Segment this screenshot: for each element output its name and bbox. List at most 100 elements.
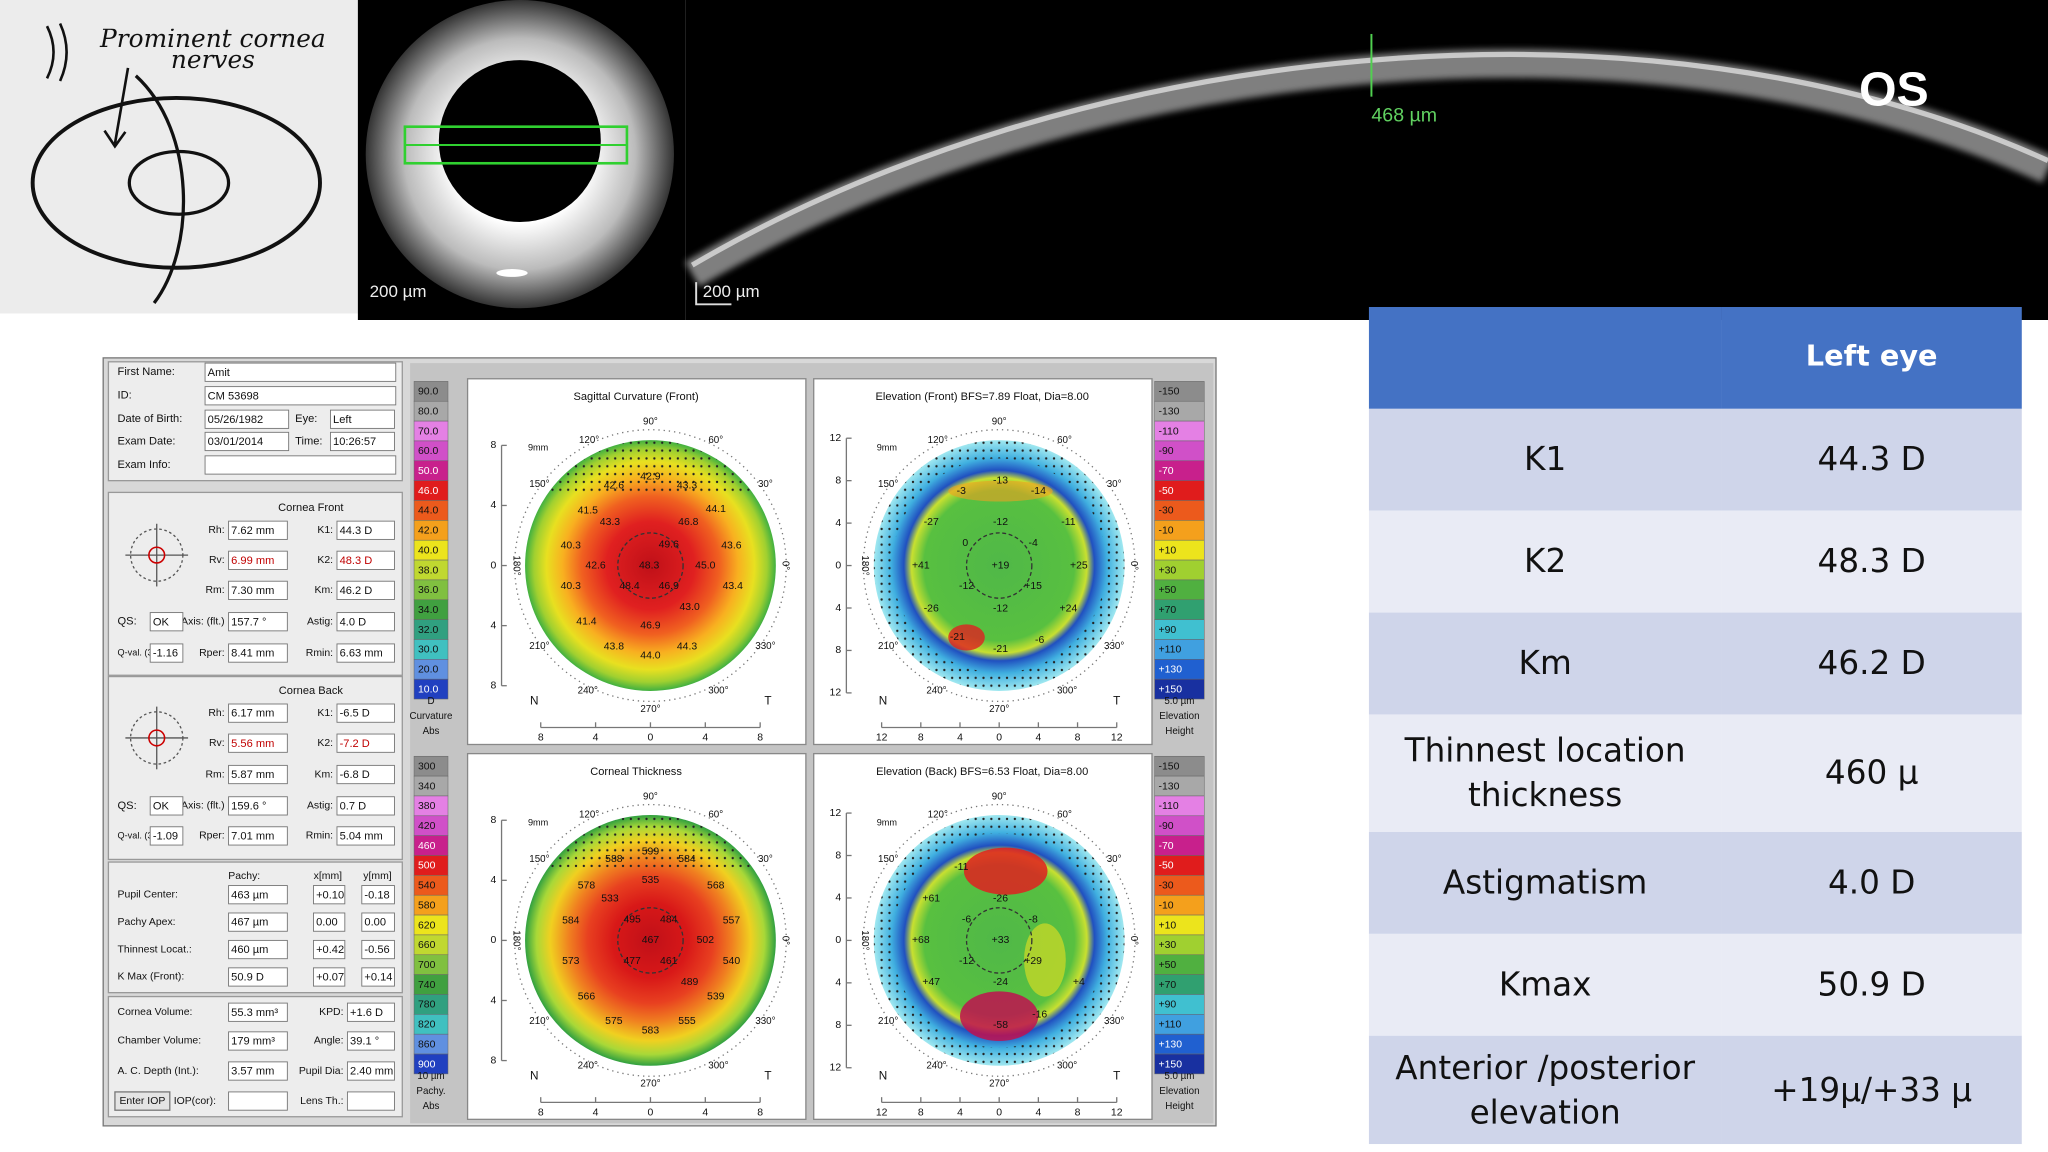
field-box [228, 1031, 288, 1051]
field-box [336, 580, 395, 600]
field-label: Pupil Dia: [299, 1066, 344, 1077]
scale-cell [413, 1053, 449, 1075]
field-value: 50.9 D [231, 972, 264, 984]
field-label: Date of Birth: [118, 413, 183, 425]
compass-label: 180° [510, 555, 521, 575]
map-value: 43.8 [604, 641, 625, 652]
compass-label: 0° [1128, 561, 1139, 570]
compass-label: 60° [708, 810, 723, 821]
field-box [346, 1061, 395, 1081]
x-tick-label: 0 [996, 1108, 1002, 1119]
field-box [204, 386, 397, 406]
field-box [204, 362, 397, 382]
scale-label: 200 µm [370, 282, 427, 301]
table-cell: 44.3 D [1721, 408, 2022, 511]
field-value: OK [153, 616, 170, 628]
field-label: Axis: (flt.) [181, 801, 225, 812]
field-box [204, 431, 290, 452]
field-label: K2: [317, 555, 333, 566]
compass-label: 0° [779, 936, 790, 945]
map-value: 568 [707, 880, 725, 891]
map-value: 42.6 [604, 481, 625, 492]
scale-label: -150 [1159, 387, 1180, 398]
pupil-outline [617, 532, 684, 599]
map-value: 583 [642, 1025, 660, 1036]
scale-label: -50 [1159, 486, 1174, 497]
field-box [313, 967, 346, 987]
scale-label: 460 [418, 841, 436, 852]
field-box [228, 612, 288, 632]
scale-cell [413, 678, 449, 700]
table-cell: K1 [1368, 408, 1722, 511]
compass-label: N [530, 1069, 539, 1082]
x-tick-label: 8 [1075, 1108, 1081, 1119]
field-box [149, 643, 184, 663]
scale-label: +110 [1159, 645, 1182, 656]
compass-label: 210° [529, 641, 549, 652]
compass-label: 120° [928, 435, 948, 446]
compass-label: 330° [755, 1016, 775, 1027]
y-tick-label: 4 [491, 620, 497, 631]
field-box [346, 1091, 395, 1111]
field-box [228, 885, 288, 905]
scale-label: 34.0 [418, 605, 439, 616]
map-value: 43.6 [721, 541, 742, 552]
table-cell: 46.2 D [1721, 612, 2022, 715]
x-tick-label: 4 [1035, 1108, 1041, 1119]
field-label: Rv: [209, 738, 225, 749]
compass-label: 0° [779, 561, 790, 570]
field-value: 55.3 mm³ [231, 1007, 278, 1019]
y-tick-label: 4 [835, 518, 841, 529]
map-disc [525, 440, 776, 691]
field-value: 6.99 mm [231, 555, 274, 567]
map-title: Sagittal Curvature (Front) [573, 391, 698, 403]
scale-label: 40.0 [418, 545, 439, 556]
field-box [228, 1002, 288, 1022]
scale-label: 46.0 [418, 486, 439, 497]
map-value: -58 [993, 1020, 1008, 1031]
map-value: 43.0 [679, 602, 700, 613]
map-value: 45.0 [695, 560, 716, 571]
scale-unit: Pachy. [416, 1086, 445, 1097]
x-tick-label: 4 [957, 1108, 963, 1119]
compass-label: 240° [926, 686, 946, 697]
scale-unit: 5.0 µm [1164, 1071, 1194, 1082]
scale-label: 380 [418, 801, 436, 812]
map-value: 46.8 [678, 517, 699, 528]
compass-label: N [879, 1069, 888, 1082]
scale-label: 42.0 [418, 526, 439, 537]
scale-label: -10 [1159, 900, 1174, 911]
button-label[interactable]: Enter IOP [119, 1096, 165, 1107]
field-value: 463 µm [231, 889, 268, 901]
scale-label: 36.0 [418, 585, 439, 596]
scale-label: -110 [1159, 801, 1179, 812]
map-value: 43.3 [677, 481, 698, 492]
sketch-note-box: Prominent cornea nerves [100, 29, 326, 73]
scale-label: 740 [418, 980, 436, 991]
scale-unit: Abs [423, 726, 440, 737]
field-label: Pachy Apex: [118, 917, 176, 928]
section-title: Cornea Back [279, 685, 344, 697]
field-label: QS: [118, 616, 137, 628]
table-cell: 460 µ [1721, 714, 2022, 832]
compass-label: 9mm [877, 817, 897, 827]
field-value: 0.7 D [340, 800, 367, 812]
map-value: 578 [578, 880, 596, 891]
scale-label: +70 [1159, 605, 1177, 616]
scale-label: -70 [1159, 466, 1174, 477]
scale-label: 540 [418, 881, 436, 892]
y-tick-label: 8 [835, 475, 841, 486]
scale-label: -110 [1159, 426, 1179, 437]
map-value: 540 [723, 956, 741, 967]
scale-label: 10.0 [418, 684, 439, 695]
table-cell: 4.0 D [1721, 832, 2022, 934]
map-value: +4 [1073, 977, 1085, 988]
compass-label: 300° [1057, 1060, 1077, 1071]
enter-iop-button[interactable] [114, 1091, 171, 1111]
field-box [361, 912, 395, 932]
pupil-outline [965, 907, 1033, 974]
compass-label: 90° [643, 416, 658, 427]
map-value: -6 [962, 914, 971, 925]
field-label: Astig: [307, 801, 333, 812]
